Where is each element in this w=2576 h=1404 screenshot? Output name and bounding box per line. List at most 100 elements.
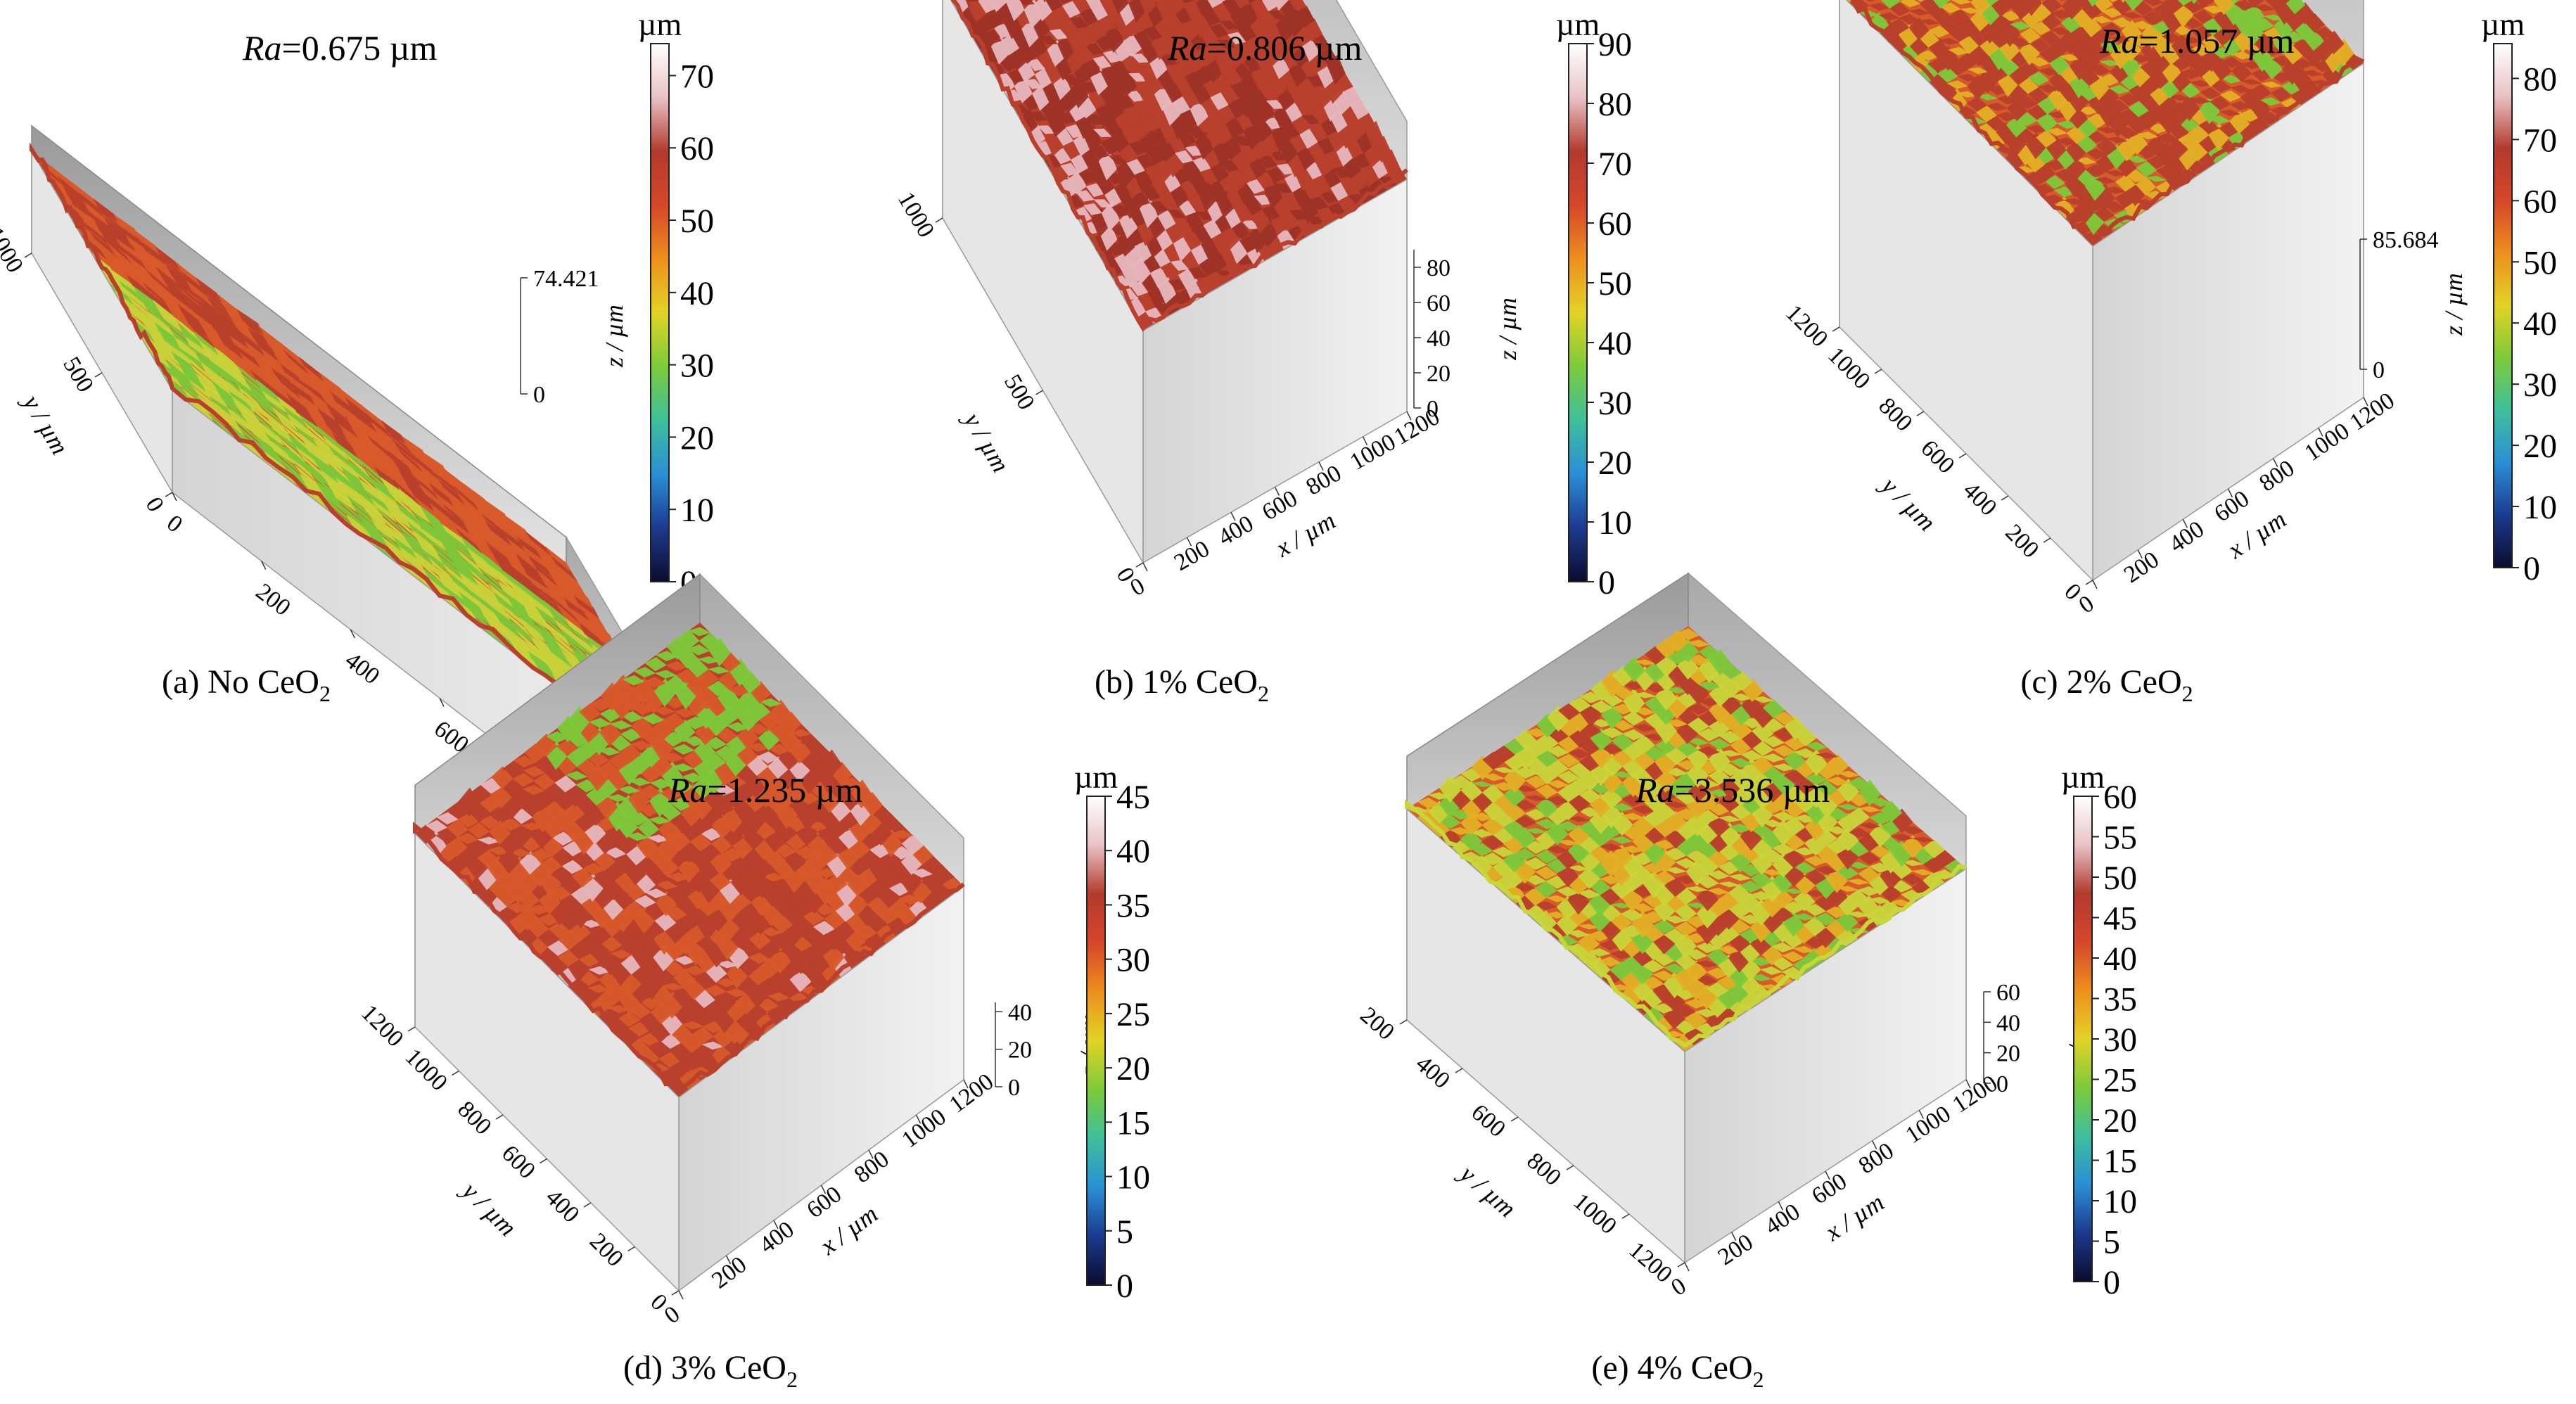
colorbar-tick-label: 30 [1598, 385, 1632, 422]
y-tick-mark [2001, 496, 2008, 500]
title-ra-value: =1.235 µm [708, 770, 863, 810]
colorbar-unit: µm [1074, 759, 1118, 795]
y-tick-label: 400 [1410, 1051, 1455, 1094]
y-tick-mark [1400, 1020, 1407, 1024]
colorbar-tick-label: 10 [680, 492, 714, 529]
x-tick-label: 0 [1666, 1272, 1690, 1301]
panel-caption: (a) No CeO2 [162, 663, 331, 706]
colorbar-tick-label: 55 [2103, 819, 2137, 857]
y-tick-label: 500 [999, 370, 1040, 414]
y-tick-mark [95, 373, 102, 377]
colorbar-tick-label: 10 [1116, 1159, 1150, 1196]
colorbar-tick-label: 0 [1116, 1268, 1133, 1305]
title-ra-value: =0.806 µm [1207, 28, 1363, 68]
x-tick-mark [679, 1291, 683, 1299]
colorbar-tick-label: 20 [2103, 1102, 2137, 1140]
panel-b: 020040060080010001200x / µm05001000y / µ… [893, 0, 1632, 706]
y-tick-mark [1455, 1068, 1462, 1073]
y-tick-label: 0 [140, 493, 169, 516]
colorbar-tick-label: 50 [680, 203, 714, 240]
colorbar-tick-label: 70 [680, 58, 714, 95]
y-axis-label: y / µm [957, 406, 1015, 477]
x-tick-mark [2093, 580, 2097, 589]
z-axis-label: z / µm [2440, 273, 2468, 336]
z-tick-label: 0 [1996, 1071, 2008, 1097]
colorbar-tick-label: 60 [2523, 183, 2557, 220]
y-tick-label: 1000 [0, 223, 28, 277]
colorbar-tick-label: 45 [1116, 779, 1150, 816]
y-tick-mark [165, 492, 172, 497]
colorbar-tick-label: 35 [2103, 981, 2137, 1019]
colorbar-tick-label: 50 [1598, 265, 1632, 302]
y-tick-mark [1567, 1166, 1574, 1170]
title-ra-symbol: Ra [1167, 28, 1207, 68]
colorbar-tick-label: 70 [2523, 122, 2557, 159]
colorbar-tick-label: 80 [1598, 86, 1632, 123]
title-ra-value: =1.057 µm [2139, 21, 2295, 60]
panel-caption: (d) 3% CeO2 [623, 1349, 798, 1392]
colorbar [1087, 796, 1105, 1285]
figure-svg: 020040060080010001200x / µm05001000y / µ… [0, 0, 2576, 1404]
colorbar-tick-label: 0 [1598, 564, 1615, 601]
y-tick-label: 200 [2000, 519, 2043, 563]
y-tick-label: 600 [1915, 435, 1959, 478]
z-tick-label: 85.684 [2373, 227, 2439, 253]
y-tick-mark [1875, 369, 1882, 374]
title-ra-value: =0.675 µm [282, 28, 438, 68]
y-tick-mark [540, 1159, 547, 1163]
y-axis-label: y / µm [456, 1175, 523, 1242]
caption-text: (b) 1% CeO [1095, 663, 1258, 701]
y-tick-mark [2086, 580, 2093, 585]
y-tick-mark [628, 1247, 635, 1251]
panel-title: Ra=1.057 µm [2099, 21, 2295, 60]
colorbar-tick-label: 30 [2523, 366, 2557, 404]
z-tick-label: 0 [533, 382, 545, 408]
z-tick-label: 74.421 [533, 266, 599, 292]
caption-text: (a) No CeO [162, 663, 319, 701]
y-tick-mark [1036, 390, 1043, 395]
x-tick-label: 200 [251, 579, 295, 621]
y-axis-label: y / µm [1875, 470, 1941, 537]
colorbar-tick-label: 60 [680, 130, 714, 167]
panel-c: 020040060080010001200x / µm0200400600800… [1780, 0, 2557, 706]
y-tick-mark [25, 253, 32, 257]
y-tick-label: 1200 [1780, 300, 1832, 352]
y-axis-label: y / µm [17, 388, 75, 459]
colorbar-tick-label: 70 [1598, 146, 1632, 183]
y-tick-mark [452, 1071, 459, 1076]
colorbar-tick-label: 15 [1116, 1104, 1150, 1142]
y-tick-mark [1959, 454, 1966, 458]
z-axis-label: z / µm [600, 305, 628, 368]
y-tick-label: 800 [452, 1096, 496, 1140]
y-tick-label: 500 [58, 352, 98, 397]
y-tick-mark [1511, 1117, 1518, 1121]
panel-title: Ra=3.536 µm [1635, 770, 1830, 810]
panel-title: Ra=0.675 µm [242, 28, 438, 68]
z-tick-label: 60 [1427, 291, 1450, 317]
colorbar-tick-label: 40 [2103, 940, 2137, 978]
z-tick-label: 40 [1008, 1000, 1032, 1026]
caption-subscript: 2 [786, 1367, 798, 1392]
y-tick-mark [584, 1203, 591, 1207]
caption-subscript: 2 [319, 681, 331, 706]
y-tick-mark [936, 218, 943, 222]
colorbar-tick-label: 40 [680, 275, 714, 312]
y-tick-mark [1136, 563, 1143, 567]
colorbar-tick-label: 40 [1116, 833, 1150, 870]
y-tick-mark [672, 1291, 679, 1295]
colorbar-tick-label: 25 [2103, 1062, 2137, 1099]
colorbar-tick-label: 20 [2523, 428, 2557, 465]
colorbar [2494, 44, 2512, 568]
colorbar-tick-label: 5 [2103, 1224, 2120, 1261]
z-tick-label: 20 [1427, 361, 1450, 387]
caption-text: (d) 3% CeO [623, 1349, 786, 1386]
colorbar-tick-label: 50 [2103, 860, 2137, 897]
panel-caption: (e) 4% CeO2 [1591, 1349, 1764, 1392]
panel-e: 020040060080010001200x / µm1200100080060… [1355, 573, 2137, 1392]
y-tick-label: 400 [540, 1184, 584, 1227]
y-tick-label: 600 [1466, 1099, 1510, 1142]
colorbar-tick-label: 40 [2523, 305, 2557, 343]
colorbar-tick-label: 20 [1116, 1050, 1150, 1087]
y-tick-label: 200 [1355, 1002, 1399, 1045]
y-tick-label: 400 [1958, 477, 2001, 521]
